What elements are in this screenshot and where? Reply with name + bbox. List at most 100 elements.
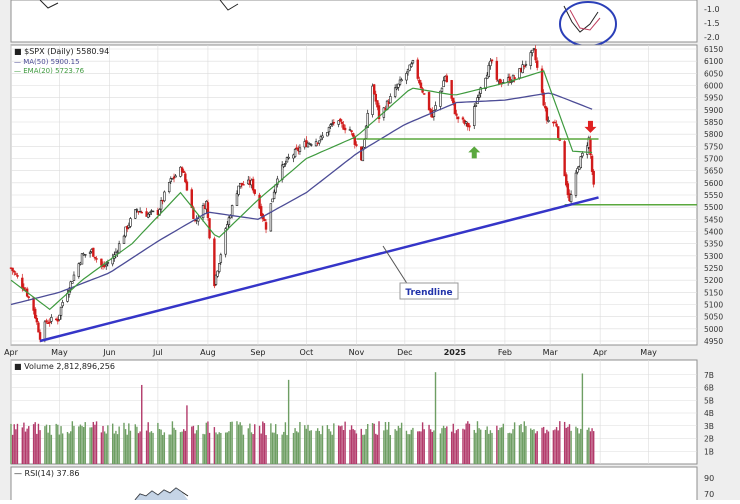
volume-bar [434, 372, 437, 464]
volume-bar [544, 433, 546, 464]
volume-bar [45, 424, 48, 464]
volume-bar [263, 423, 266, 464]
volume-bar [73, 425, 75, 464]
volume-bar [71, 421, 74, 464]
volume-bar [565, 427, 567, 464]
volume-bar [533, 429, 535, 464]
volume-bar [91, 427, 93, 464]
volume-bar [70, 431, 72, 464]
volume-bar [78, 426, 80, 464]
price-y-tick: 5050 [704, 313, 723, 322]
volume-legend: ■ Volume 2,812,896,256 [14, 362, 115, 371]
top-panel-line-c [563, 5, 599, 33]
volume-bar [354, 430, 356, 464]
volume-bar [331, 434, 333, 464]
volume-bar [195, 430, 198, 464]
volume-bar [320, 434, 322, 464]
candle-body [224, 228, 227, 255]
candle-body [134, 209, 137, 219]
volume-bar [208, 432, 211, 464]
volume-bar [150, 431, 153, 464]
volume-bar [124, 429, 127, 464]
candle-body [468, 125, 471, 128]
volume-bar [60, 426, 62, 464]
volume-bar [118, 426, 120, 464]
volume-bar [250, 432, 253, 464]
x-tick-label: Apr [4, 348, 19, 357]
price-y-tick: 5200 [704, 276, 723, 285]
price-y-tick: 5900 [704, 106, 723, 115]
volume-bar [24, 431, 27, 464]
legend-symbol: ■ $SPX (Daily) 5580.94 [14, 47, 109, 56]
candle-body [253, 189, 256, 194]
volume-bar [405, 430, 408, 464]
candle-body [216, 270, 219, 277]
candle-body [310, 144, 313, 146]
volume-bar [339, 426, 341, 464]
candle-body [477, 94, 481, 98]
candle-body [171, 178, 174, 180]
candle-body [532, 48, 536, 50]
price-y-tick: 6050 [704, 69, 723, 78]
candle-body [219, 254, 223, 263]
volume-bar [28, 426, 30, 464]
candle-body [342, 124, 345, 130]
volume-bar [202, 433, 204, 464]
candle-body [408, 64, 411, 71]
candle-body [495, 60, 499, 80]
candle-body [92, 247, 95, 257]
volume-bar [239, 422, 241, 464]
candle-body [445, 75, 449, 83]
candle-body [371, 85, 374, 115]
volume-bar [462, 428, 464, 464]
volume-bar [305, 428, 308, 464]
volume-bar [534, 433, 537, 464]
volume-bar [94, 424, 96, 464]
volume-bar [273, 432, 275, 464]
top-panel-line-a [39, 0, 59, 9]
volume-bar [82, 427, 85, 464]
volume-bar [37, 423, 40, 464]
candle-body [271, 198, 274, 203]
ema20-line [10, 70, 593, 311]
candle-body [37, 322, 40, 333]
price-y-tick: 5250 [704, 264, 723, 273]
volume-bar [242, 434, 245, 464]
top-axis-label-minus-2: -2.0 [704, 33, 720, 42]
price-y-tick: 5400 [704, 228, 723, 237]
candle-body [69, 281, 72, 290]
volume-bar [68, 433, 70, 464]
volume-bar [57, 424, 59, 464]
volume-bar [137, 433, 140, 464]
candle-body [214, 274, 218, 285]
volume-bar [141, 384, 143, 464]
volume-bar [215, 432, 217, 464]
x-tick-label: May [640, 348, 657, 357]
volume-bar [95, 421, 98, 464]
volume-bar [444, 428, 446, 464]
volume-bar [15, 429, 17, 464]
top-panel-line-b [219, 0, 239, 11]
volume-bar [103, 431, 106, 464]
volume-bar [111, 423, 114, 464]
candle-body [77, 263, 80, 277]
candle-body [434, 105, 437, 110]
volume-bar [194, 433, 196, 464]
volume-bar [555, 427, 558, 464]
volume-bar [328, 428, 330, 464]
volume-bar [136, 426, 138, 464]
volume-bar [333, 423, 335, 464]
volume-bar [513, 422, 516, 464]
volume-bar [299, 421, 301, 464]
volume-bar [525, 426, 527, 464]
volume-bar [500, 427, 503, 464]
volume-bar [307, 424, 309, 464]
volume-bar [507, 433, 509, 464]
price-grid [10, 45, 697, 345]
volume-bar [473, 429, 475, 464]
volume-bar [497, 430, 500, 464]
volume-bar [465, 423, 467, 464]
volume-bar [270, 423, 272, 464]
volume-bar [546, 429, 548, 464]
candle-body [284, 163, 287, 165]
